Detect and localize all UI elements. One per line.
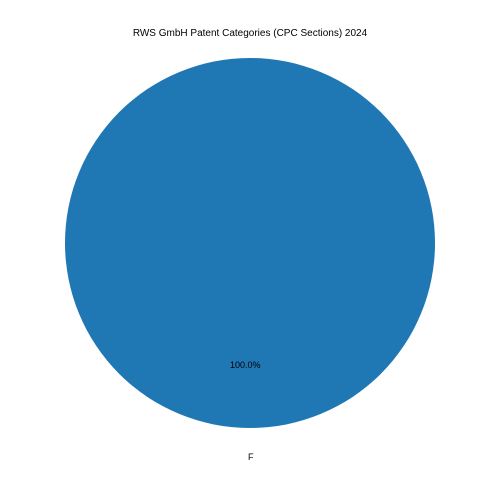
pie-slice-f [65,58,435,428]
category-label: F [248,452,254,462]
pie-chart [65,58,435,428]
percent-label: 100.0% [230,360,261,370]
chart-title: RWS GmbH Patent Categories (CPC Sections… [133,28,367,39]
